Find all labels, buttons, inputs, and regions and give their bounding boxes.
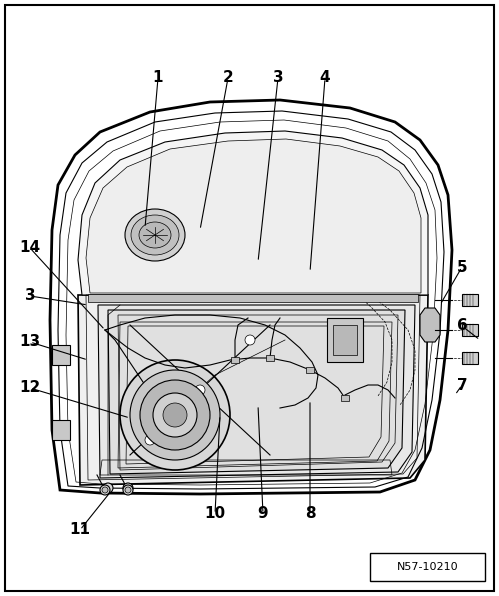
Bar (327, 318, 363, 362)
Circle shape (140, 380, 210, 450)
Bar (88, 294, 418, 302)
Text: N57-10210: N57-10210 (397, 562, 458, 572)
Text: 7: 7 (457, 377, 467, 393)
Bar (370, 553, 485, 581)
Circle shape (120, 360, 230, 470)
Polygon shape (108, 310, 405, 474)
Circle shape (130, 370, 220, 460)
Bar (341, 395, 349, 401)
Bar (52, 345, 70, 365)
Circle shape (145, 435, 155, 445)
Text: 12: 12 (19, 380, 40, 396)
Bar (231, 357, 239, 363)
Text: 14: 14 (19, 241, 40, 256)
Text: 8: 8 (305, 507, 315, 522)
Circle shape (245, 335, 255, 345)
Bar (462, 324, 478, 336)
Bar (462, 294, 478, 306)
Circle shape (125, 487, 131, 493)
Text: 6: 6 (457, 318, 468, 334)
Bar (266, 355, 274, 361)
Text: 1: 1 (153, 70, 163, 85)
Text: 3: 3 (272, 70, 283, 85)
Circle shape (123, 483, 133, 493)
Text: 13: 13 (19, 334, 40, 349)
Circle shape (163, 403, 187, 427)
Polygon shape (78, 131, 428, 295)
Text: 9: 9 (257, 507, 268, 522)
Circle shape (195, 385, 205, 395)
Polygon shape (50, 100, 452, 494)
Circle shape (100, 485, 110, 495)
Bar (306, 367, 314, 373)
Text: 4: 4 (320, 70, 330, 85)
Text: 5: 5 (457, 259, 467, 275)
Polygon shape (78, 295, 428, 485)
Circle shape (123, 485, 133, 495)
Circle shape (102, 487, 108, 493)
Bar (462, 352, 478, 364)
Polygon shape (86, 139, 421, 293)
Ellipse shape (131, 215, 179, 255)
Text: 11: 11 (69, 523, 90, 538)
Circle shape (153, 393, 197, 437)
Ellipse shape (125, 209, 185, 261)
Ellipse shape (139, 222, 171, 248)
Circle shape (103, 483, 113, 493)
Bar (52, 420, 70, 440)
Text: 10: 10 (205, 507, 226, 522)
Polygon shape (98, 305, 415, 478)
Polygon shape (420, 308, 440, 342)
Text: 3: 3 (24, 288, 35, 303)
Text: 2: 2 (223, 70, 234, 85)
Bar (333, 325, 357, 355)
